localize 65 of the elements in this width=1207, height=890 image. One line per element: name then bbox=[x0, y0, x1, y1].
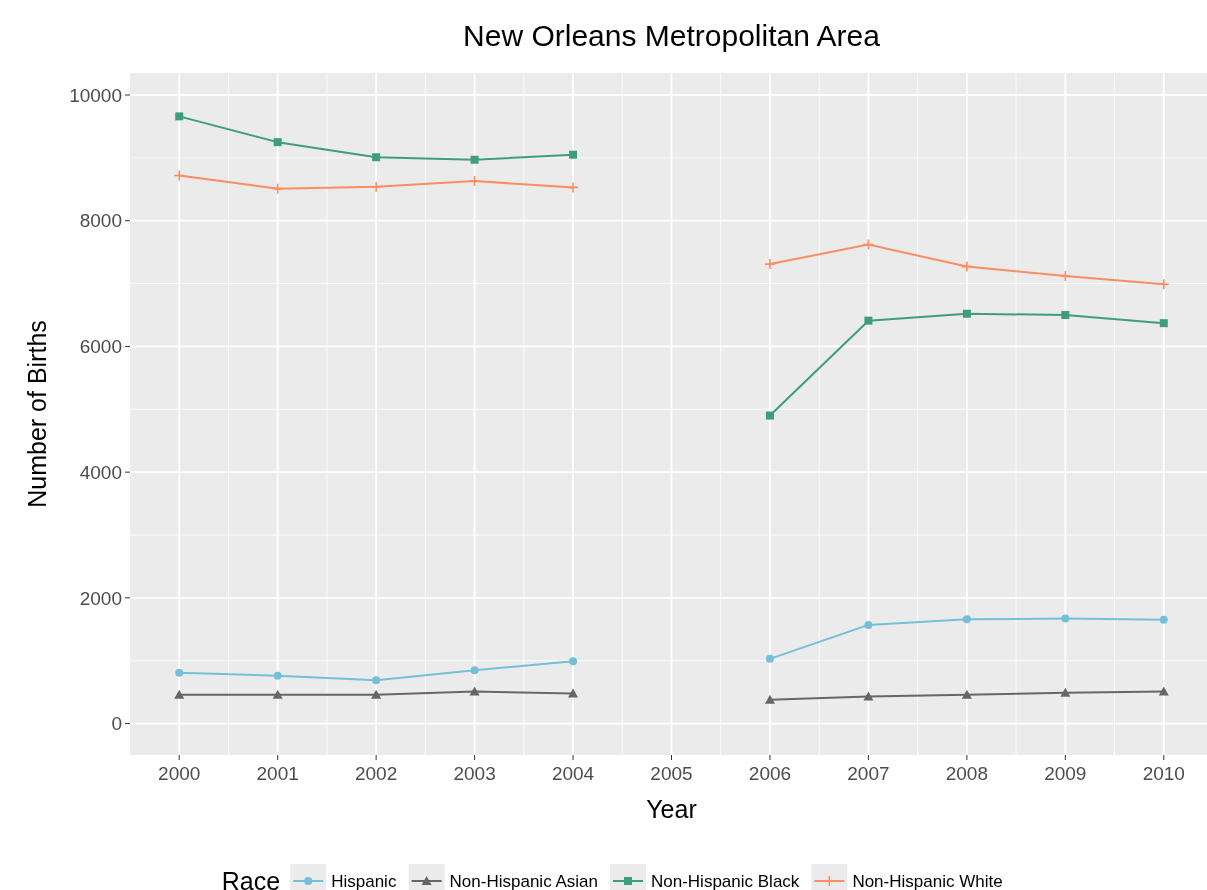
point bbox=[470, 666, 479, 675]
point bbox=[764, 258, 776, 270]
x-tick-label: 2004 bbox=[551, 763, 595, 784]
point bbox=[862, 238, 875, 251]
point bbox=[174, 689, 185, 699]
legend-label: Non-Hispanic Asian bbox=[449, 871, 598, 890]
point bbox=[468, 175, 481, 187]
legend-label: Non-Hispanic Black bbox=[651, 871, 800, 890]
point bbox=[765, 411, 774, 420]
point bbox=[372, 153, 381, 162]
y-tick-label: 0 bbox=[111, 713, 122, 735]
y-tick-label: 8000 bbox=[79, 210, 122, 232]
x-tick-label: 2003 bbox=[453, 763, 496, 784]
legend-title: Race bbox=[221, 866, 281, 890]
chart-title: New Orleans Metropolitan Area bbox=[463, 19, 881, 52]
point bbox=[273, 671, 282, 680]
point bbox=[863, 691, 874, 701]
y-tick-label: 2000 bbox=[79, 587, 122, 609]
point bbox=[864, 316, 873, 325]
point bbox=[1059, 270, 1072, 282]
point bbox=[175, 668, 184, 677]
point bbox=[765, 654, 774, 663]
point bbox=[1061, 311, 1070, 319]
point bbox=[568, 688, 579, 698]
point bbox=[1060, 687, 1071, 697]
x-tick-label: 2005 bbox=[650, 763, 693, 784]
point bbox=[173, 169, 186, 182]
point bbox=[370, 180, 382, 193]
point bbox=[1157, 278, 1170, 290]
x-tick-label: 2010 bbox=[1142, 763, 1185, 784]
point bbox=[371, 689, 382, 699]
point bbox=[273, 138, 282, 147]
y-tick-label: 4000 bbox=[79, 461, 122, 483]
point bbox=[1158, 686, 1169, 696]
point bbox=[175, 112, 184, 121]
point bbox=[961, 260, 973, 273]
legend-label: Hispanic bbox=[331, 871, 397, 890]
x-tick-label: 2008 bbox=[945, 763, 988, 784]
point bbox=[1159, 319, 1168, 328]
x-tick-label: 2001 bbox=[256, 763, 299, 784]
point bbox=[567, 181, 579, 194]
point bbox=[272, 689, 283, 699]
point bbox=[470, 155, 479, 164]
y-tick-label: 6000 bbox=[79, 336, 122, 358]
x-tick-label: 2002 bbox=[355, 763, 398, 784]
point bbox=[864, 620, 873, 629]
point bbox=[569, 657, 578, 666]
legend-label: Non-Hispanic White bbox=[852, 871, 1003, 890]
y-axis-title: Number of Births bbox=[23, 320, 51, 508]
point bbox=[569, 150, 578, 159]
x-tick-label: 2006 bbox=[748, 763, 792, 784]
point bbox=[1159, 615, 1168, 624]
point bbox=[961, 689, 972, 699]
point bbox=[372, 676, 381, 685]
point bbox=[1061, 614, 1070, 623]
point bbox=[271, 182, 284, 195]
point bbox=[962, 309, 971, 318]
x-tick-label: 2009 bbox=[1044, 763, 1087, 784]
point bbox=[962, 615, 971, 624]
y-tick-label: 10000 bbox=[69, 84, 122, 106]
x-axis-title: Year bbox=[646, 795, 697, 823]
x-tick-label: 2007 bbox=[847, 763, 890, 784]
x-tick-label: 2000 bbox=[158, 763, 201, 784]
point bbox=[469, 686, 480, 696]
point bbox=[764, 694, 775, 704]
